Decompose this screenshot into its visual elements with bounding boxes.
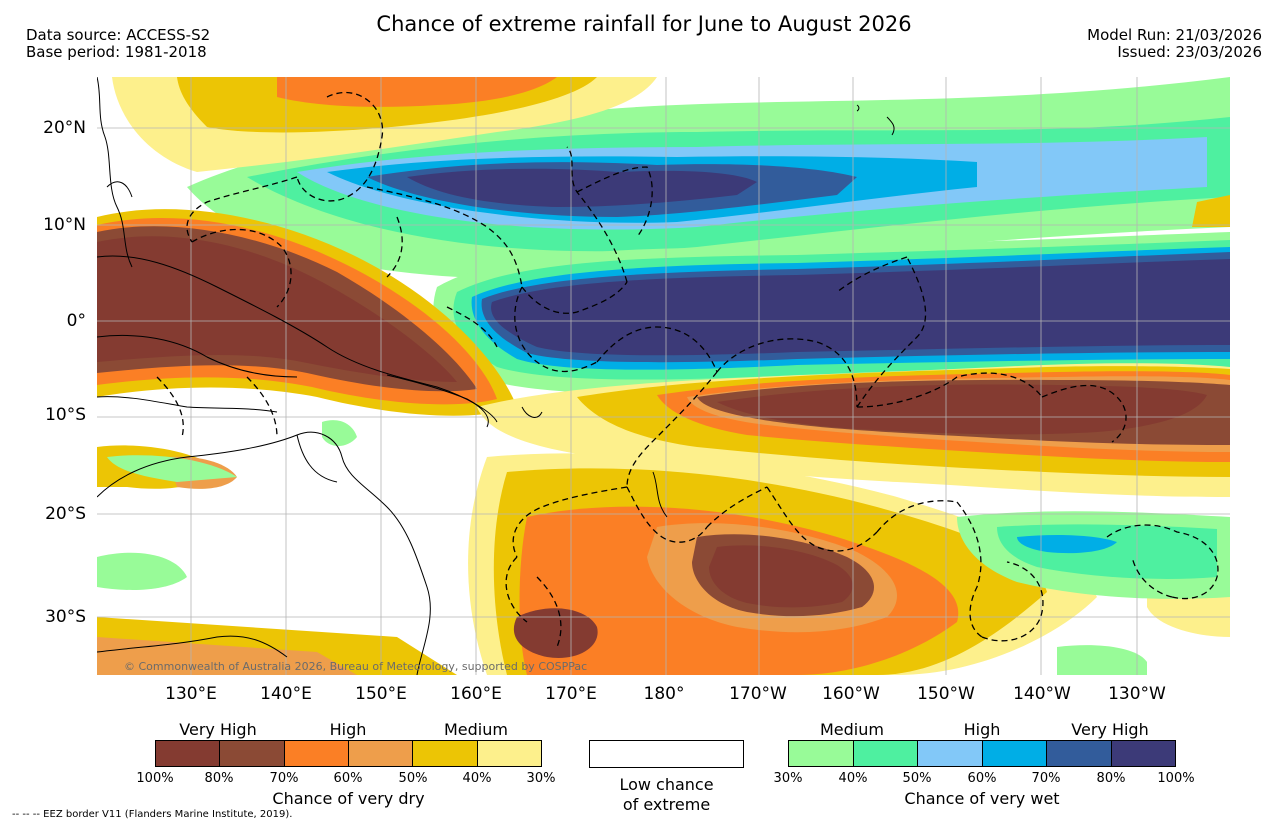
dry-swatch-80-70: [220, 741, 285, 766]
metadata-left: Data source: ACCESS-S2 Base period: 1981…: [26, 27, 210, 61]
lat-label-30s: 30°S: [45, 607, 86, 627]
wet-tick-40: 40%: [838, 771, 868, 786]
dry-tick-40: 40%: [462, 771, 492, 786]
dry-swatch-100-80: [156, 741, 221, 766]
lon-label-130w: 130°W: [1108, 684, 1166, 704]
dry-tick-50: 50%: [398, 771, 428, 786]
lat-label-20s: 20°S: [45, 504, 86, 524]
wet-legend-very-high: Very High: [1071, 720, 1149, 739]
issued-text: Issued: 23/03/2026: [1117, 43, 1262, 61]
wet-tick-70: 70%: [1031, 771, 1061, 786]
wet-tick-60: 60%: [967, 771, 997, 786]
dry-legend-high: High: [329, 720, 367, 739]
northern-dry-patches: [112, 77, 1230, 227]
low-chance-swatch: [589, 740, 744, 768]
wet-legend-title: Chance of very wet: [904, 789, 1060, 808]
lon-label-160w: 160°W: [822, 684, 880, 704]
data-source-text: Data source: ACCESS-S2: [26, 26, 211, 44]
eez-borders: [156, 91, 1219, 648]
rainfall-map: [97, 77, 1230, 675]
dry-tick-60: 60%: [333, 771, 363, 786]
wet-tick-30: 30%: [773, 771, 803, 786]
lat-label-10n: 10°N: [43, 215, 86, 235]
low-chance-line2: of extreme: [622, 795, 711, 814]
wet-tick-80: 80%: [1096, 771, 1126, 786]
low-chance-line1: Low chance: [619, 775, 714, 794]
map-title: Chance of extreme rainfall for June to A…: [376, 12, 912, 36]
dry-tick-80: 80%: [204, 771, 234, 786]
wet-legend-medium: Medium: [820, 720, 884, 739]
copyright-text: © Commonwealth of Australia 2026, Bureau…: [124, 660, 588, 673]
wet-tick-100: 100%: [1157, 771, 1195, 786]
wet-swatch-60-70: [982, 741, 1047, 766]
wet-legend-colorbar: [788, 740, 1176, 767]
lon-label-180: 180°: [643, 684, 685, 704]
lat-label-20n: 20°N: [43, 118, 86, 138]
dry-legend-colorbar: [155, 740, 542, 767]
lon-label-170e: 170°E: [545, 684, 597, 704]
dry-tick-70: 70%: [269, 771, 299, 786]
dry-legend-very-high: Very High: [179, 720, 257, 739]
dry-legend-title: Chance of very dry: [272, 789, 425, 808]
southeast-wet-patches: [97, 420, 1230, 675]
equatorial-wet-band: [433, 232, 1230, 394]
lon-label-140e: 140°E: [260, 684, 312, 704]
wet-swatch-40-50: [853, 741, 918, 766]
lon-label-170w: 170°W: [729, 684, 787, 704]
lon-label-140w: 140°W: [1013, 684, 1071, 704]
dry-swatch-50-40: [413, 741, 478, 766]
wet-swatch-70-80: [1047, 741, 1112, 766]
wet-legend-high: High: [963, 720, 1001, 739]
coastlines: [97, 77, 895, 675]
wet-tick-50: 50%: [902, 771, 932, 786]
lon-label-130e: 130°E: [165, 684, 217, 704]
lon-label-150w: 150°W: [917, 684, 975, 704]
base-period-text: Base period: 1981-2018: [26, 43, 207, 61]
wet-swatch-30-40: [789, 741, 854, 766]
graticule: [97, 77, 1230, 675]
eastern-dry-band: [477, 363, 1230, 497]
lat-label-0: 0°: [66, 311, 86, 331]
lon-label-150e: 150°E: [355, 684, 407, 704]
wet-swatch-80-100: [1111, 741, 1175, 766]
lon-label-160e: 160°E: [450, 684, 502, 704]
low-chance-label: Low chance of extreme: [589, 775, 744, 815]
eez-footnote: -- -- -- EEZ border V11 (Flanders Marine…: [12, 809, 293, 820]
dry-swatch-60-50: [348, 741, 414, 766]
dry-tick-30: 30%: [526, 771, 556, 786]
southern-dry-patches: [97, 445, 1230, 675]
dry-legend-medium: Medium: [444, 720, 508, 739]
dry-tick-100: 100%: [136, 771, 174, 786]
dry-swatch-70-60: [284, 741, 349, 766]
metadata-right: Model Run: 21/03/2026 Issued: 23/03/2026: [1087, 27, 1262, 61]
western-dry-region: [97, 209, 517, 416]
lat-label-10s: 10°S: [45, 405, 86, 425]
model-run-text: Model Run: 21/03/2026: [1087, 26, 1262, 44]
dry-swatch-40-30: [477, 741, 541, 766]
wet-swatch-50-60: [918, 741, 983, 766]
